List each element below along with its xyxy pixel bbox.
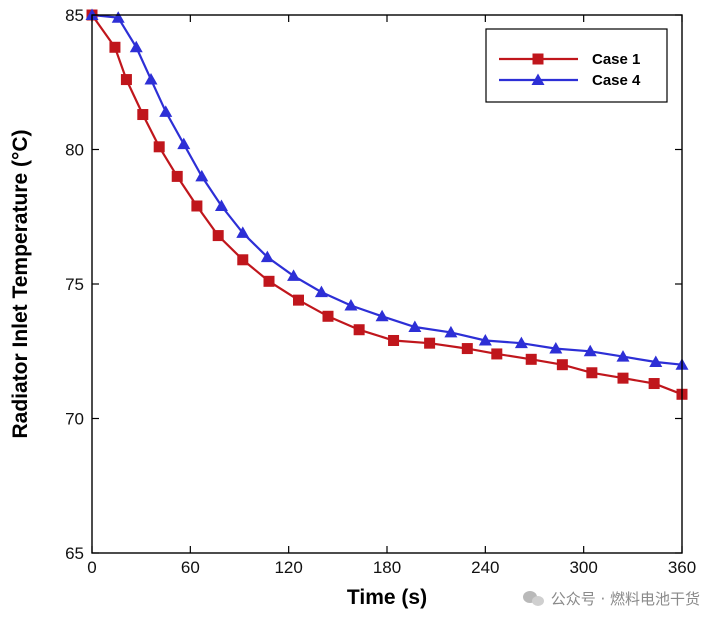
axis-ticks: 0 60 120 180 240 300 360 65 70 75 80 85	[65, 6, 696, 577]
data-point-case-4	[583, 344, 597, 357]
data-point-case-1	[322, 310, 334, 322]
data-point-case-4	[287, 269, 301, 281]
legend-label-case-1: Case 1	[592, 51, 640, 68]
data-point-case-1	[586, 367, 598, 379]
series-markers	[85, 8, 689, 400]
data-point-case-4	[649, 355, 663, 368]
data-point-case-4	[408, 320, 422, 333]
data-point-case-4	[616, 350, 630, 362]
watermark: 公众号 · 燃料电池干货	[522, 588, 700, 609]
data-point-case-4	[314, 285, 328, 298]
y-tick-label: 65	[65, 544, 84, 563]
data-point-case-4	[129, 40, 143, 53]
data-point-case-4	[236, 226, 250, 238]
y-axis-title: Radiator Inlet Temperature (°C)	[9, 129, 32, 438]
x-tick-label: 300	[569, 558, 597, 577]
data-point-case-4	[144, 73, 158, 85]
data-point-case-1	[120, 74, 132, 86]
data-point-case-4	[344, 299, 358, 311]
data-point-case-1	[353, 324, 365, 336]
data-point-case-1	[556, 359, 568, 371]
data-point-case-1	[137, 109, 149, 121]
data-point-case-4	[214, 199, 228, 211]
data-point-case-1	[263, 275, 275, 287]
data-point-case-1	[153, 141, 165, 153]
y-tick-label: 75	[65, 275, 84, 294]
data-point-case-4	[260, 250, 274, 263]
legend-marker-case-4	[531, 73, 545, 85]
x-tick-label: 240	[471, 558, 499, 577]
x-axis-title: Time (s)	[347, 586, 427, 609]
data-point-case-4	[85, 8, 99, 20]
data-point-case-1	[109, 41, 121, 53]
data-point-case-1	[525, 353, 537, 365]
wechat-icon	[522, 590, 545, 607]
x-tick-label: 60	[181, 558, 200, 577]
data-point-case-1	[424, 337, 436, 349]
data-point-case-4	[549, 342, 563, 354]
data-point-case-4	[177, 137, 191, 150]
data-point-case-4	[478, 333, 492, 346]
data-point-case-4	[444, 325, 458, 338]
data-point-case-4	[514, 336, 528, 349]
data-point-case-1	[212, 230, 224, 242]
data-point-case-1	[461, 343, 473, 355]
x-tick-label: 0	[87, 558, 96, 577]
data-point-case-1	[237, 254, 249, 266]
y-tick-label: 70	[65, 410, 84, 429]
legend-box	[485, 28, 668, 103]
data-point-case-4	[159, 105, 173, 117]
data-point-case-1	[191, 200, 203, 212]
data-point-case-1	[293, 294, 304, 306]
data-point-case-4	[195, 169, 209, 182]
x-tick-label: 180	[373, 558, 401, 577]
data-point-case-1	[171, 170, 183, 182]
data-point-case-1	[491, 348, 503, 360]
x-tick-label: 360	[668, 558, 696, 577]
legend: Case 1 Case 4	[485, 28, 668, 103]
watermark-text: 公众号 · 燃料电池干货	[550, 590, 700, 608]
data-point-case-4	[375, 309, 389, 322]
x-tick-label: 120	[274, 558, 302, 577]
data-point-case-1	[388, 334, 400, 346]
data-point-case-1	[648, 378, 660, 390]
data-point-case-1	[617, 372, 629, 384]
legend-label-case-4: Case 4	[592, 72, 641, 89]
y-tick-label: 85	[65, 6, 84, 25]
legend-marker-case-1	[532, 53, 544, 65]
y-tick-label: 80	[65, 141, 84, 160]
data-point-case-4	[111, 11, 125, 23]
